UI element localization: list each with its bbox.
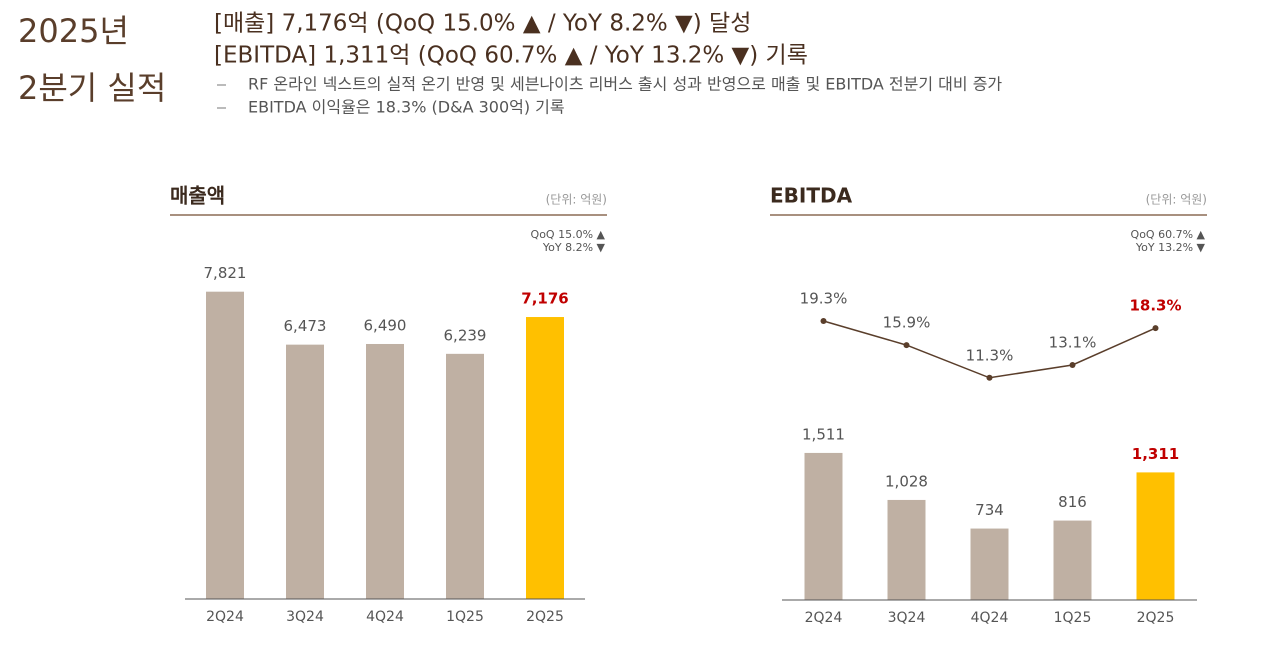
yoy-label: YoY 8.2% ▼ (542, 241, 606, 254)
x-tick-label: 3Q24 (286, 609, 324, 625)
x-tick-label: 2Q25 (526, 609, 564, 625)
x-tick-label: 1Q25 (446, 609, 484, 625)
data-label: 7,176 (521, 290, 568, 308)
qoq-label: QoQ 60.7% ▲ (1131, 228, 1206, 241)
headline: [EBITDA] 1,311억 (QoQ 60.7% ▲ / YoY 13.2%… (214, 43, 808, 69)
bar (804, 452, 843, 600)
data-label: 816 (1058, 493, 1087, 511)
x-tick-label: 3Q24 (888, 610, 926, 626)
unit-label: (단위: 억원) (546, 193, 607, 207)
bar (1053, 520, 1092, 600)
chart-title: 매출액 (170, 184, 225, 208)
bar (366, 343, 404, 599)
x-tick-label: 1Q25 (1054, 610, 1092, 626)
headline: [매출] 7,176억 (QoQ 15.0% ▲ / YoY 8.2% ▼) 달… (214, 11, 751, 37)
x-tick-label: 4Q24 (971, 610, 1009, 626)
data-label: 6,473 (284, 317, 327, 335)
data-label: 6,239 (444, 326, 487, 344)
line-label: 13.1% (1049, 333, 1097, 351)
title: 2025년 (18, 12, 129, 50)
x-tick-label: 2Q24 (805, 610, 843, 626)
chart-title: EBITDA (770, 184, 853, 208)
yoy-label: YoY 13.2% ▼ (1135, 241, 1206, 254)
x-tick-label: 2Q25 (1137, 610, 1175, 626)
bar (206, 291, 244, 599)
line-label: 19.3% (800, 289, 848, 307)
data-label: 1,311 (1132, 445, 1179, 463)
bar (526, 317, 564, 599)
line-point (1152, 325, 1159, 332)
bullet: RF 온라인 넥스트의 실적 온기 반영 및 세븐나이츠 리버스 출시 성과 반… (248, 75, 1002, 94)
data-label: 734 (975, 501, 1004, 519)
bar (1136, 472, 1175, 600)
data-label: 7,821 (204, 264, 247, 282)
line-point (820, 317, 827, 324)
data-label: 6,490 (364, 316, 407, 334)
title: 2분기 실적 (18, 69, 166, 107)
line-label: 15.9% (883, 314, 931, 332)
x-tick-label: 4Q24 (366, 609, 404, 625)
qoq-label: QoQ 15.0% ▲ (531, 228, 606, 241)
line-point (903, 342, 910, 349)
bar (970, 528, 1009, 600)
data-label: 1,511 (802, 425, 845, 443)
bullet: EBITDA 이익율은 18.3% (D&A 300억) 기록 (248, 98, 565, 117)
line-point (986, 374, 993, 381)
bar (446, 353, 484, 599)
bar (887, 499, 926, 600)
data-label: 1,028 (885, 472, 928, 490)
bar (286, 344, 324, 599)
x-tick-label: 2Q24 (206, 609, 244, 625)
line-label: 18.3% (1129, 297, 1181, 315)
unit-label: (단위: 억원) (1146, 193, 1207, 207)
line-point (1069, 361, 1076, 368)
line-label: 11.3% (966, 346, 1014, 364)
